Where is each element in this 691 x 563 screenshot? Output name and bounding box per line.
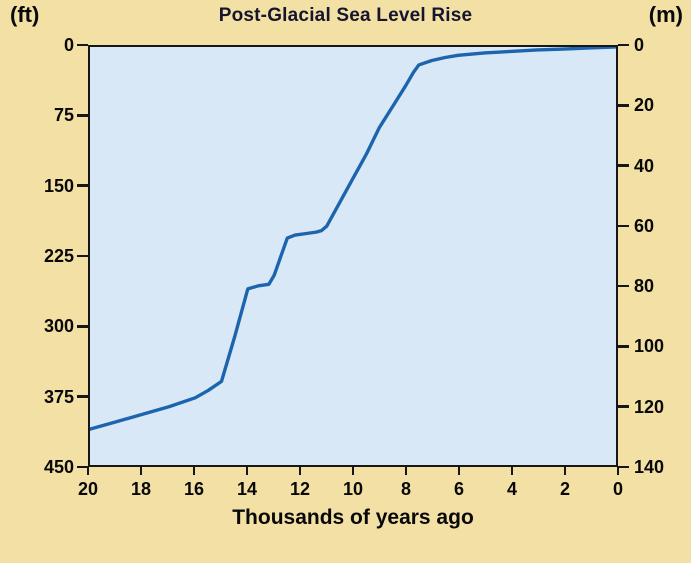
x-axis-tick-label: 10 [342, 479, 364, 499]
x-axis-tick-mark [139, 467, 143, 475]
right-axis-tick-label: 0 [634, 35, 645, 55]
right-axis-unit-label: (m) [648, 2, 683, 27]
x-axis-tick-label: 12 [289, 479, 311, 499]
right-axis-tick-label: 120 [634, 396, 665, 417]
plot-area [88, 45, 618, 467]
x-axis-tick-label: 8 [400, 479, 411, 499]
right-axis-tick-label: 80 [634, 276, 655, 297]
right-axis-tick-label: 140 [634, 457, 665, 477]
left-axis-tick-mark [77, 325, 88, 328]
right-axis-tick-mark [618, 345, 629, 348]
left-axis-tick-label: 225 [43, 246, 74, 266]
x-axis-tick-mark [616, 467, 620, 475]
sea-level-curve-svg [90, 47, 616, 431]
left-axis-tick-label: 375 [43, 386, 74, 407]
right-axis-tick-mark [618, 224, 629, 228]
left-axis-tick-label: 75 [53, 105, 74, 126]
left-axis-tick-mark [77, 184, 88, 187]
x-axis-tick-mark [351, 467, 355, 475]
x-axis-tick-label: 4 [506, 479, 517, 499]
chart-title: Post-Glacial Sea Level Rise [218, 5, 473, 26]
x-axis-tick-label: 20 [77, 479, 99, 499]
x-axis-title: Thousands of years ago [232, 506, 474, 529]
right-axis-tick-mark [618, 164, 629, 167]
right-axis-tick-label: 40 [634, 155, 655, 176]
x-axis-tick-label: 2 [559, 479, 570, 499]
x-axis-tick-mark [563, 467, 567, 475]
right-axis-tick-label: 60 [634, 215, 655, 236]
right-axis-tick-mark [618, 43, 629, 47]
right-axis-tick-mark [618, 284, 629, 288]
x-axis-tick-mark [298, 467, 302, 475]
x-axis-tick-mark [245, 467, 249, 475]
sea-level-line [90, 47, 616, 431]
x-axis-tick-mark [404, 467, 408, 475]
x-axis-tick-label: 16 [183, 479, 205, 499]
left-axis-tick-mark [77, 254, 88, 258]
x-axis-tick-mark [192, 467, 196, 475]
x-axis-tick-label: 14 [236, 479, 258, 499]
x-axis-tick-label: 6 [453, 479, 464, 499]
right-axis-tick-mark [618, 405, 629, 408]
left-axis-tick-label: 150 [43, 175, 74, 196]
x-axis-tick-mark [510, 467, 514, 475]
left-axis-tick-label: 450 [43, 457, 74, 477]
x-axis-tick-mark [457, 467, 461, 475]
x-axis-tick-label: 18 [130, 479, 152, 499]
right-axis-tick-mark [618, 465, 629, 469]
left-axis-tick-mark [77, 114, 88, 117]
left-axis-tick-mark [77, 395, 88, 398]
right-axis-tick-label: 20 [634, 95, 655, 116]
left-axis-unit-label: (ft) [10, 2, 40, 27]
left-axis-tick-mark [77, 43, 88, 47]
right-axis-tick-label: 100 [634, 336, 665, 357]
right-axis-tick-mark [618, 104, 629, 107]
left-axis-tick-label: 300 [43, 316, 74, 337]
x-axis-tick-mark [86, 467, 90, 475]
x-axis-tick-label: 0 [612, 479, 623, 499]
left-axis-tick-label: 0 [63, 35, 74, 55]
left-axis-tick-mark [77, 465, 88, 469]
